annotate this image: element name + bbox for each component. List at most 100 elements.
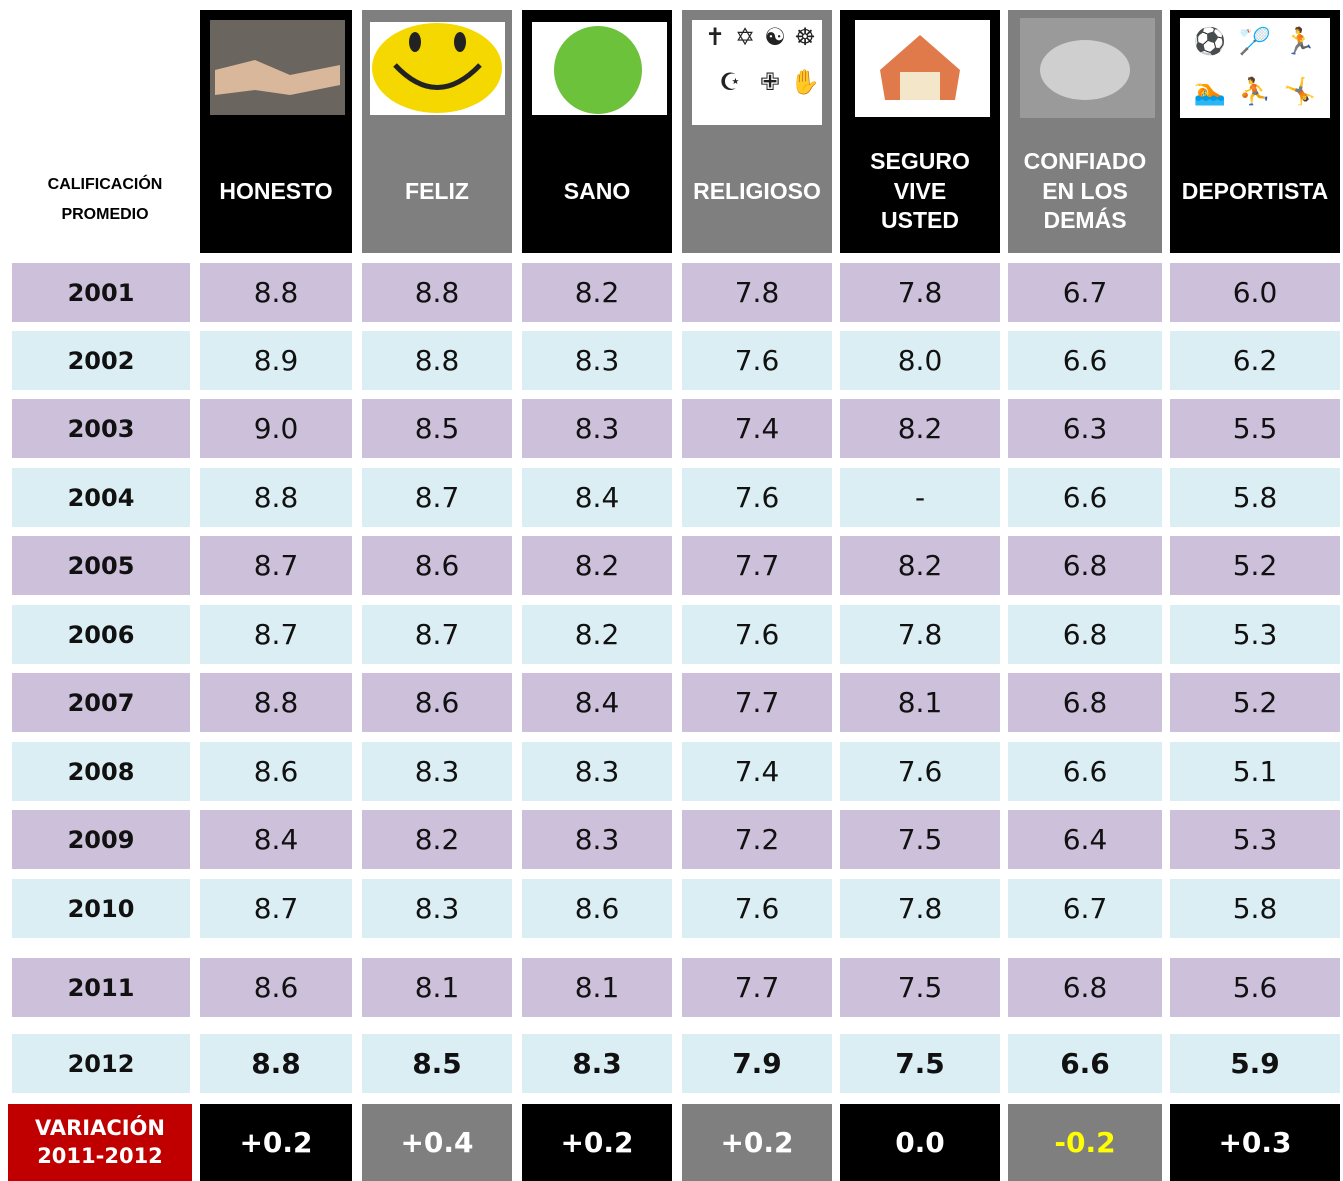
svg-text:🏊: 🏊 [1194,77,1226,107]
value-cell: 5.3 [1170,605,1340,664]
value-cell: 8.2 [840,536,1000,595]
value-cell: 8.5 [362,399,512,458]
variation-cell: +0.2 [522,1104,672,1181]
value-cell: 9.0 [200,399,352,458]
value-cell: 8.4 [200,810,352,869]
value-cell: 6.6 [1008,1034,1162,1093]
column-header: SEGURO VIVE USTED [840,130,1000,253]
value-cell: 7.7 [682,958,832,1017]
value-cell: 8.4 [522,673,672,732]
value-cell: 5.5 [1170,399,1340,458]
value-cell: 8.7 [200,605,352,664]
svg-text:✋: ✋ [790,68,820,96]
value-cell: 6.8 [1008,958,1162,1017]
value-cell: 8.7 [200,879,352,938]
value-cell: 7.6 [682,331,832,390]
value-cell: 5.9 [1170,1034,1340,1093]
year-cell: 2010 [12,879,190,938]
value-cell: 7.8 [840,263,1000,322]
value-cell: 7.4 [682,399,832,458]
value-cell: 8.5 [362,1034,512,1093]
svg-text:⛹: ⛹ [1239,75,1271,107]
value-cell: 8.6 [200,958,352,1017]
value-cell: 6.8 [1008,605,1162,664]
value-cell: 7.6 [682,468,832,527]
year-cell: 2006 [12,605,190,664]
value-cell: 6.4 [1008,810,1162,869]
value-cell: 8.6 [200,742,352,801]
header-images: ✝ ✡ ☯ ☸ ☪ ✙ ✋ ⚽ 🏸 🏃 🏊 ⛹ 🤸 [200,10,1340,130]
value-cell: - [840,468,1000,527]
value-cell: 8.6 [362,536,512,595]
value-cell: 7.5 [840,810,1000,869]
variation-cell: +0.2 [200,1104,352,1181]
value-cell: 6.6 [1008,468,1162,527]
year-cell: 2009 [12,810,190,869]
value-cell: 7.7 [682,673,832,732]
variation-cell: 0.0 [840,1104,1000,1181]
value-cell: 7.2 [682,810,832,869]
year-cell: 2005 [12,536,190,595]
footer-label: VARIACIÓN 2011-2012 [8,1104,192,1181]
year-cell: 2011 [12,958,190,1017]
value-cell: 8.4 [522,468,672,527]
svg-text:✡: ✡ [735,23,755,51]
value-cell: 5.6 [1170,958,1340,1017]
column-header: DEPORTISTA [1170,130,1340,253]
value-cell: 8.3 [522,742,672,801]
value-cell: 8.6 [362,673,512,732]
value-cell: 5.2 [1170,673,1340,732]
value-cell: 8.2 [522,605,672,664]
value-cell: 6.8 [1008,673,1162,732]
svg-text:☯: ☯ [764,23,786,51]
value-cell: 8.3 [522,1034,672,1093]
value-cell: 8.3 [362,879,512,938]
value-cell: 7.6 [682,879,832,938]
svg-text:☸: ☸ [794,23,816,51]
svg-text:🤸: 🤸 [1284,76,1316,107]
svg-text:✝: ✝ [705,23,725,51]
value-cell: 8.1 [522,958,672,1017]
value-cell: 5.8 [1170,879,1340,938]
year-cell: 2008 [12,742,190,801]
value-cell: 7.8 [840,879,1000,938]
value-cell: 7.4 [682,742,832,801]
value-cell: 8.7 [362,468,512,527]
value-cell: 8.3 [522,810,672,869]
value-cell: 8.2 [362,810,512,869]
value-cell: 8.1 [840,673,1000,732]
value-cell: 6.7 [1008,879,1162,938]
column-header: CONFIADO EN LOS DEMÁS [1008,130,1162,253]
value-cell: 6.6 [1008,331,1162,390]
value-cell: 8.8 [200,263,352,322]
value-cell: 7.8 [682,263,832,322]
year-cell: 2001 [12,263,190,322]
year-cell: 2012 [12,1034,190,1093]
value-cell: 8.3 [522,331,672,390]
value-cell: 7.5 [840,1034,1000,1093]
value-cell: 5.8 [1170,468,1340,527]
value-cell: 8.7 [200,536,352,595]
value-cell: 6.0 [1170,263,1340,322]
value-cell: 8.3 [522,399,672,458]
value-cell: 7.9 [682,1034,832,1093]
corner-label: CALIFICACIÓN PROMEDIO [47,175,163,223]
value-cell: 8.9 [200,331,352,390]
value-cell: 8.3 [362,742,512,801]
variation-cell: -0.2 [1008,1104,1162,1181]
value-cell: 6.8 [1008,536,1162,595]
column-header: SANO [522,130,672,253]
value-cell: 8.8 [362,263,512,322]
svg-text:🏃: 🏃 [1284,26,1316,57]
value-cell: 8.8 [362,331,512,390]
value-cell: 5.2 [1170,536,1340,595]
value-cell: 8.0 [840,331,1000,390]
value-cell: 7.8 [840,605,1000,664]
value-cell: 8.8 [200,673,352,732]
year-cell: 2003 [12,399,190,458]
value-cell: 5.3 [1170,810,1340,869]
svg-text:✙: ✙ [760,68,780,96]
svg-text:🏸: 🏸 [1239,24,1271,57]
svg-text:⚽: ⚽ [1193,26,1226,57]
